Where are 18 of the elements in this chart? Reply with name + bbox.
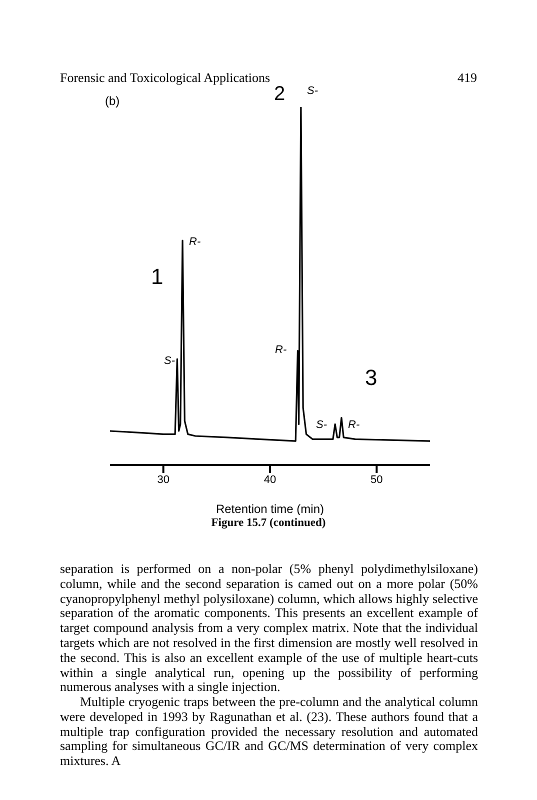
annotation: (b)	[105, 94, 120, 108]
text: separation is performed on a non-polar (5% phenyl polydimethylsiloxane) column, while and the second separation is camed out on a more polar (50% cyanopropylphenyl methyl polysiloxane) column, which allows highly selective separation of the aromatic components. This presents an excellent example of target compound analysis from a very complex matrix. Note that the individual targets which are not resolved in the first dimension are mostly well resolved in the second. This is also an excellent example of the use of multiple heart-cuts within a single analytical run, opening up the possibility of performing numerous analyses with a single injection.	[60, 561, 478, 694]
text: S-	[307, 85, 318, 97]
x-tick-label: 30	[157, 474, 170, 486]
annotation: 1	[151, 264, 164, 289]
annotation: R-	[348, 419, 360, 431]
text: Multiple cryogenic traps between the pre-column and the analytical column were developed in 1993 by Ragunathan et al. (23). These authors found that a multiple trap configuration provided the necessary resolution and automated sampling for simultaneous GC/IR and GC/MS determination of very complex mixtures. A	[60, 694, 478, 769]
text: 2	[274, 83, 286, 105]
x-tick-label: 50	[370, 474, 383, 486]
caption: Figure 15.7 (continued)	[210, 517, 327, 529]
annotation: 3	[365, 365, 378, 390]
annotation: R-	[275, 344, 287, 356]
x-tick-label: 40	[264, 474, 276, 486]
annotation: S-	[316, 419, 327, 431]
text: 419	[458, 70, 477, 86]
annotation: R-	[189, 236, 201, 248]
text: Forensic and Toxicological Applications	[60, 70, 270, 86]
annotation: S-	[164, 355, 175, 367]
